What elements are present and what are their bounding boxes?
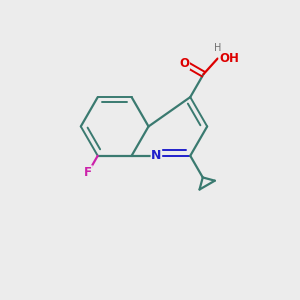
Text: O: O bbox=[179, 57, 189, 70]
Text: OH: OH bbox=[219, 52, 239, 65]
Text: F: F bbox=[84, 166, 92, 179]
Text: N: N bbox=[151, 149, 162, 162]
Text: H: H bbox=[214, 43, 221, 53]
